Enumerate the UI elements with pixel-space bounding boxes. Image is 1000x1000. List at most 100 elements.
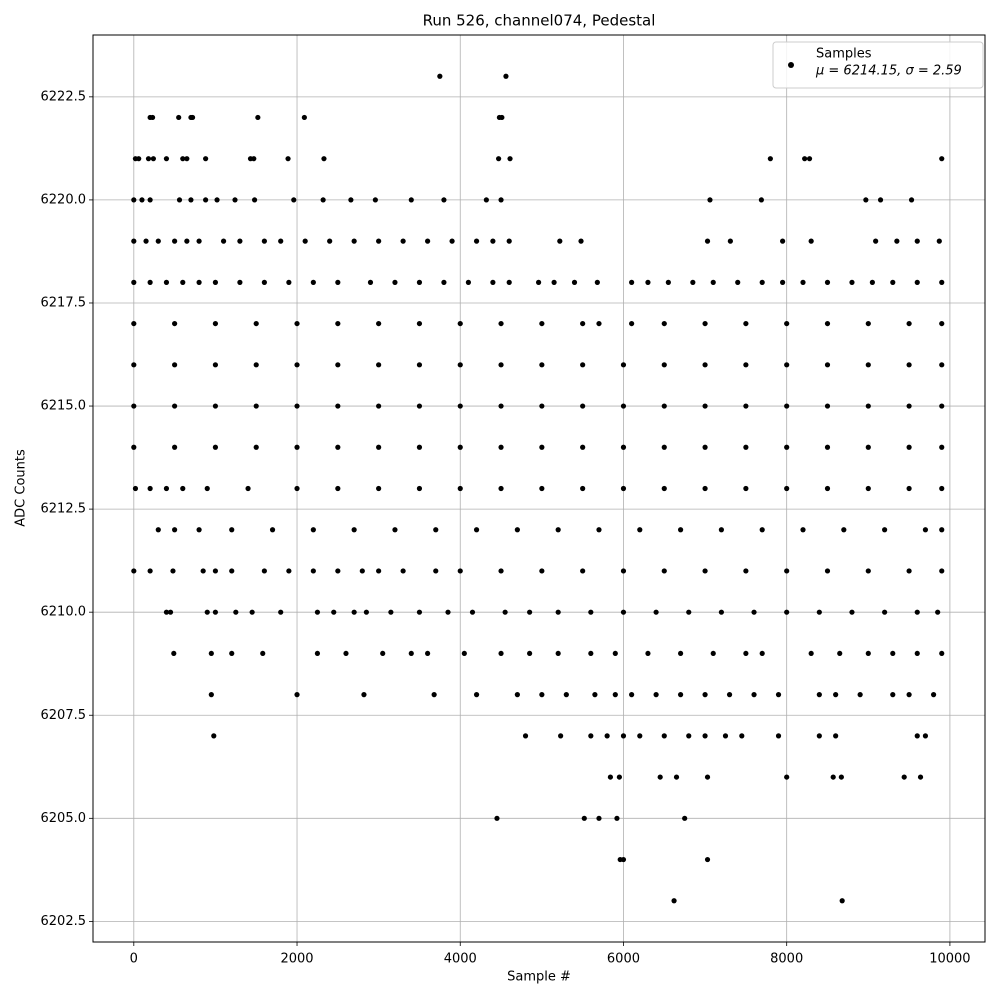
data-point bbox=[149, 114, 156, 121]
data-point bbox=[535, 279, 542, 285]
data-point bbox=[335, 444, 341, 450]
data-point bbox=[208, 650, 214, 657]
data-point bbox=[808, 650, 814, 657]
legend-stats: μ = 6214.15, σ = 2.59 bbox=[815, 64, 962, 79]
data-point bbox=[906, 444, 912, 450]
data-point bbox=[710, 650, 716, 657]
data-point bbox=[132, 485, 139, 492]
data-point bbox=[578, 238, 584, 244]
data-point bbox=[802, 156, 808, 162]
data-point bbox=[400, 238, 406, 244]
data-point bbox=[527, 650, 533, 657]
data-point bbox=[824, 279, 831, 285]
data-point bbox=[212, 362, 219, 368]
data-point bbox=[939, 485, 945, 492]
data-point bbox=[939, 527, 945, 533]
data-point bbox=[196, 279, 202, 285]
data-point bbox=[208, 692, 214, 698]
data-point bbox=[759, 527, 765, 533]
data-point bbox=[172, 527, 178, 533]
data-point bbox=[457, 403, 463, 409]
data-point bbox=[498, 197, 504, 203]
data-point bbox=[604, 733, 610, 739]
data-point bbox=[196, 527, 202, 533]
data-point bbox=[416, 320, 423, 327]
data-point bbox=[200, 568, 206, 574]
data-point bbox=[314, 650, 321, 657]
data-point bbox=[784, 320, 790, 327]
data-point bbox=[735, 279, 741, 285]
data-point bbox=[294, 362, 300, 368]
data-point bbox=[143, 238, 149, 244]
data-point bbox=[527, 609, 533, 615]
data-point bbox=[184, 238, 190, 244]
data-point bbox=[441, 279, 447, 285]
data-point bbox=[917, 774, 924, 780]
data-point bbox=[784, 485, 790, 492]
data-point bbox=[682, 815, 688, 821]
data-point bbox=[131, 238, 137, 244]
data-point bbox=[294, 692, 300, 698]
data-point bbox=[499, 114, 505, 121]
data-point bbox=[780, 279, 786, 285]
data-point bbox=[596, 527, 602, 533]
data-point bbox=[704, 238, 711, 244]
data-point bbox=[498, 568, 504, 574]
data-point bbox=[620, 568, 627, 574]
data-point bbox=[131, 320, 137, 327]
data-point bbox=[335, 362, 341, 368]
data-point bbox=[392, 527, 398, 533]
data-point bbox=[211, 733, 217, 739]
data-point bbox=[310, 527, 316, 533]
data-point bbox=[563, 692, 569, 698]
data-point bbox=[539, 568, 545, 574]
data-point bbox=[376, 485, 382, 492]
data-point bbox=[163, 156, 170, 162]
data-point bbox=[425, 238, 431, 244]
data-point bbox=[702, 733, 708, 739]
data-point bbox=[637, 733, 643, 739]
data-point bbox=[865, 362, 871, 368]
data-point bbox=[376, 568, 382, 574]
data-point bbox=[620, 403, 627, 409]
data-point bbox=[261, 238, 267, 244]
data-point bbox=[212, 444, 219, 450]
data-point bbox=[620, 362, 627, 368]
data-point bbox=[490, 279, 496, 285]
data-point bbox=[824, 320, 831, 327]
data-point bbox=[343, 650, 349, 657]
data-point bbox=[539, 362, 545, 368]
data-point bbox=[686, 733, 692, 739]
data-point bbox=[376, 238, 382, 244]
data-point bbox=[707, 197, 713, 203]
data-point bbox=[890, 650, 896, 657]
data-point bbox=[172, 320, 178, 327]
data-point bbox=[936, 238, 942, 244]
data-point bbox=[580, 403, 586, 409]
y-tick-label: 6217.5 bbox=[41, 295, 87, 310]
data-point bbox=[155, 527, 161, 533]
data-point bbox=[539, 320, 545, 327]
data-point bbox=[172, 403, 178, 409]
data-point bbox=[939, 320, 945, 327]
data-point bbox=[922, 733, 929, 739]
data-point bbox=[775, 692, 782, 698]
data-point bbox=[498, 362, 504, 368]
data-point bbox=[645, 650, 651, 657]
data-point bbox=[571, 279, 578, 285]
data-point bbox=[882, 609, 888, 615]
data-point bbox=[629, 320, 635, 327]
data-point bbox=[400, 568, 406, 574]
data-point bbox=[539, 403, 545, 409]
data-point bbox=[743, 650, 749, 657]
data-point bbox=[131, 403, 137, 409]
data-point bbox=[718, 609, 724, 615]
data-point bbox=[580, 568, 586, 574]
data-point bbox=[894, 238, 900, 244]
x-tick-label: 10000 bbox=[929, 952, 970, 967]
data-point bbox=[661, 485, 667, 492]
data-point bbox=[335, 320, 341, 327]
data-point bbox=[214, 197, 220, 203]
data-point bbox=[939, 156, 945, 162]
data-point bbox=[833, 692, 839, 698]
